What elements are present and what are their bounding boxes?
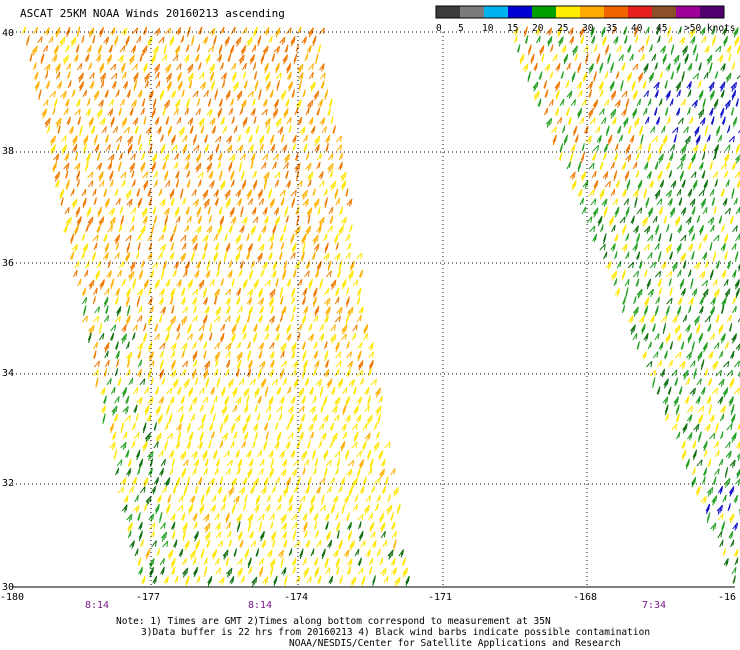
time-labels: 8:14 8:14 7:34 xyxy=(85,600,666,611)
legend-swatch xyxy=(436,6,460,18)
lat-label-36: 36 xyxy=(2,258,14,269)
legend-label: 25 xyxy=(557,23,568,34)
time-label-3: 7:34 xyxy=(642,600,666,611)
legend-swatch xyxy=(676,6,700,18)
lat-label-30: 30 xyxy=(2,582,14,593)
lon-label-168: -168 xyxy=(573,592,597,603)
lon-label-171: -171 xyxy=(428,592,452,603)
lon-labels: -180 -177 -174 -171 -168 -16 xyxy=(0,592,736,603)
lat-label-34: 34 xyxy=(2,368,14,379)
legend-swatch xyxy=(652,6,676,18)
legend-swatch xyxy=(700,6,724,18)
grid-lines xyxy=(12,31,735,587)
legend-label: 20 xyxy=(532,23,544,34)
legend-swatch xyxy=(460,6,484,18)
legend-label: 0 xyxy=(436,23,442,34)
time-label-1: 8:14 xyxy=(85,600,109,611)
color-legend: 0 5 10 15 20 25 30 35 40 45 >50 knots xyxy=(435,5,735,34)
note-line-3: NOAA/NESDIS/Center for Satellite Applica… xyxy=(289,638,621,649)
note-line-2: 3)Data buffer is 22 hrs from 20160213 4)… xyxy=(141,627,651,638)
lon-label-180: -180 xyxy=(0,592,24,603)
legend-label: 10 xyxy=(482,23,494,34)
lon-label-177: -177 xyxy=(136,592,160,603)
legend-label: 35 xyxy=(606,23,617,34)
lat-label-38: 38 xyxy=(2,146,14,157)
legend-swatch xyxy=(532,6,556,18)
legend-swatch xyxy=(628,6,652,18)
wind-barbs-layer xyxy=(21,26,740,587)
legend-label: 15 xyxy=(507,23,518,34)
lat-labels: 40 38 36 34 32 30 xyxy=(2,28,14,593)
legend-label: 30 xyxy=(582,23,594,34)
legend-swatch xyxy=(580,6,604,18)
legend-label: 45 xyxy=(656,23,667,34)
legend-swatch xyxy=(508,6,532,18)
lon-label-16x: -16 xyxy=(718,592,736,603)
lat-label-40: 40 xyxy=(2,28,14,39)
legend-label: 40 xyxy=(631,23,643,34)
time-label-2: 8:14 xyxy=(248,600,272,611)
map-title: ASCAT 25KM NOAA Winds 20160213 ascending xyxy=(20,7,285,20)
legend-swatch xyxy=(604,6,628,18)
lon-label-174: -174 xyxy=(284,592,308,603)
note-line-1: Note: 1) Times are GMT 2)Times along bot… xyxy=(116,616,551,627)
lat-label-32: 32 xyxy=(2,478,14,489)
legend-label: 5 xyxy=(458,23,464,34)
legend-swatch xyxy=(484,6,508,18)
legend-swatch xyxy=(556,6,580,18)
legend-label: >50 knots xyxy=(684,23,735,34)
